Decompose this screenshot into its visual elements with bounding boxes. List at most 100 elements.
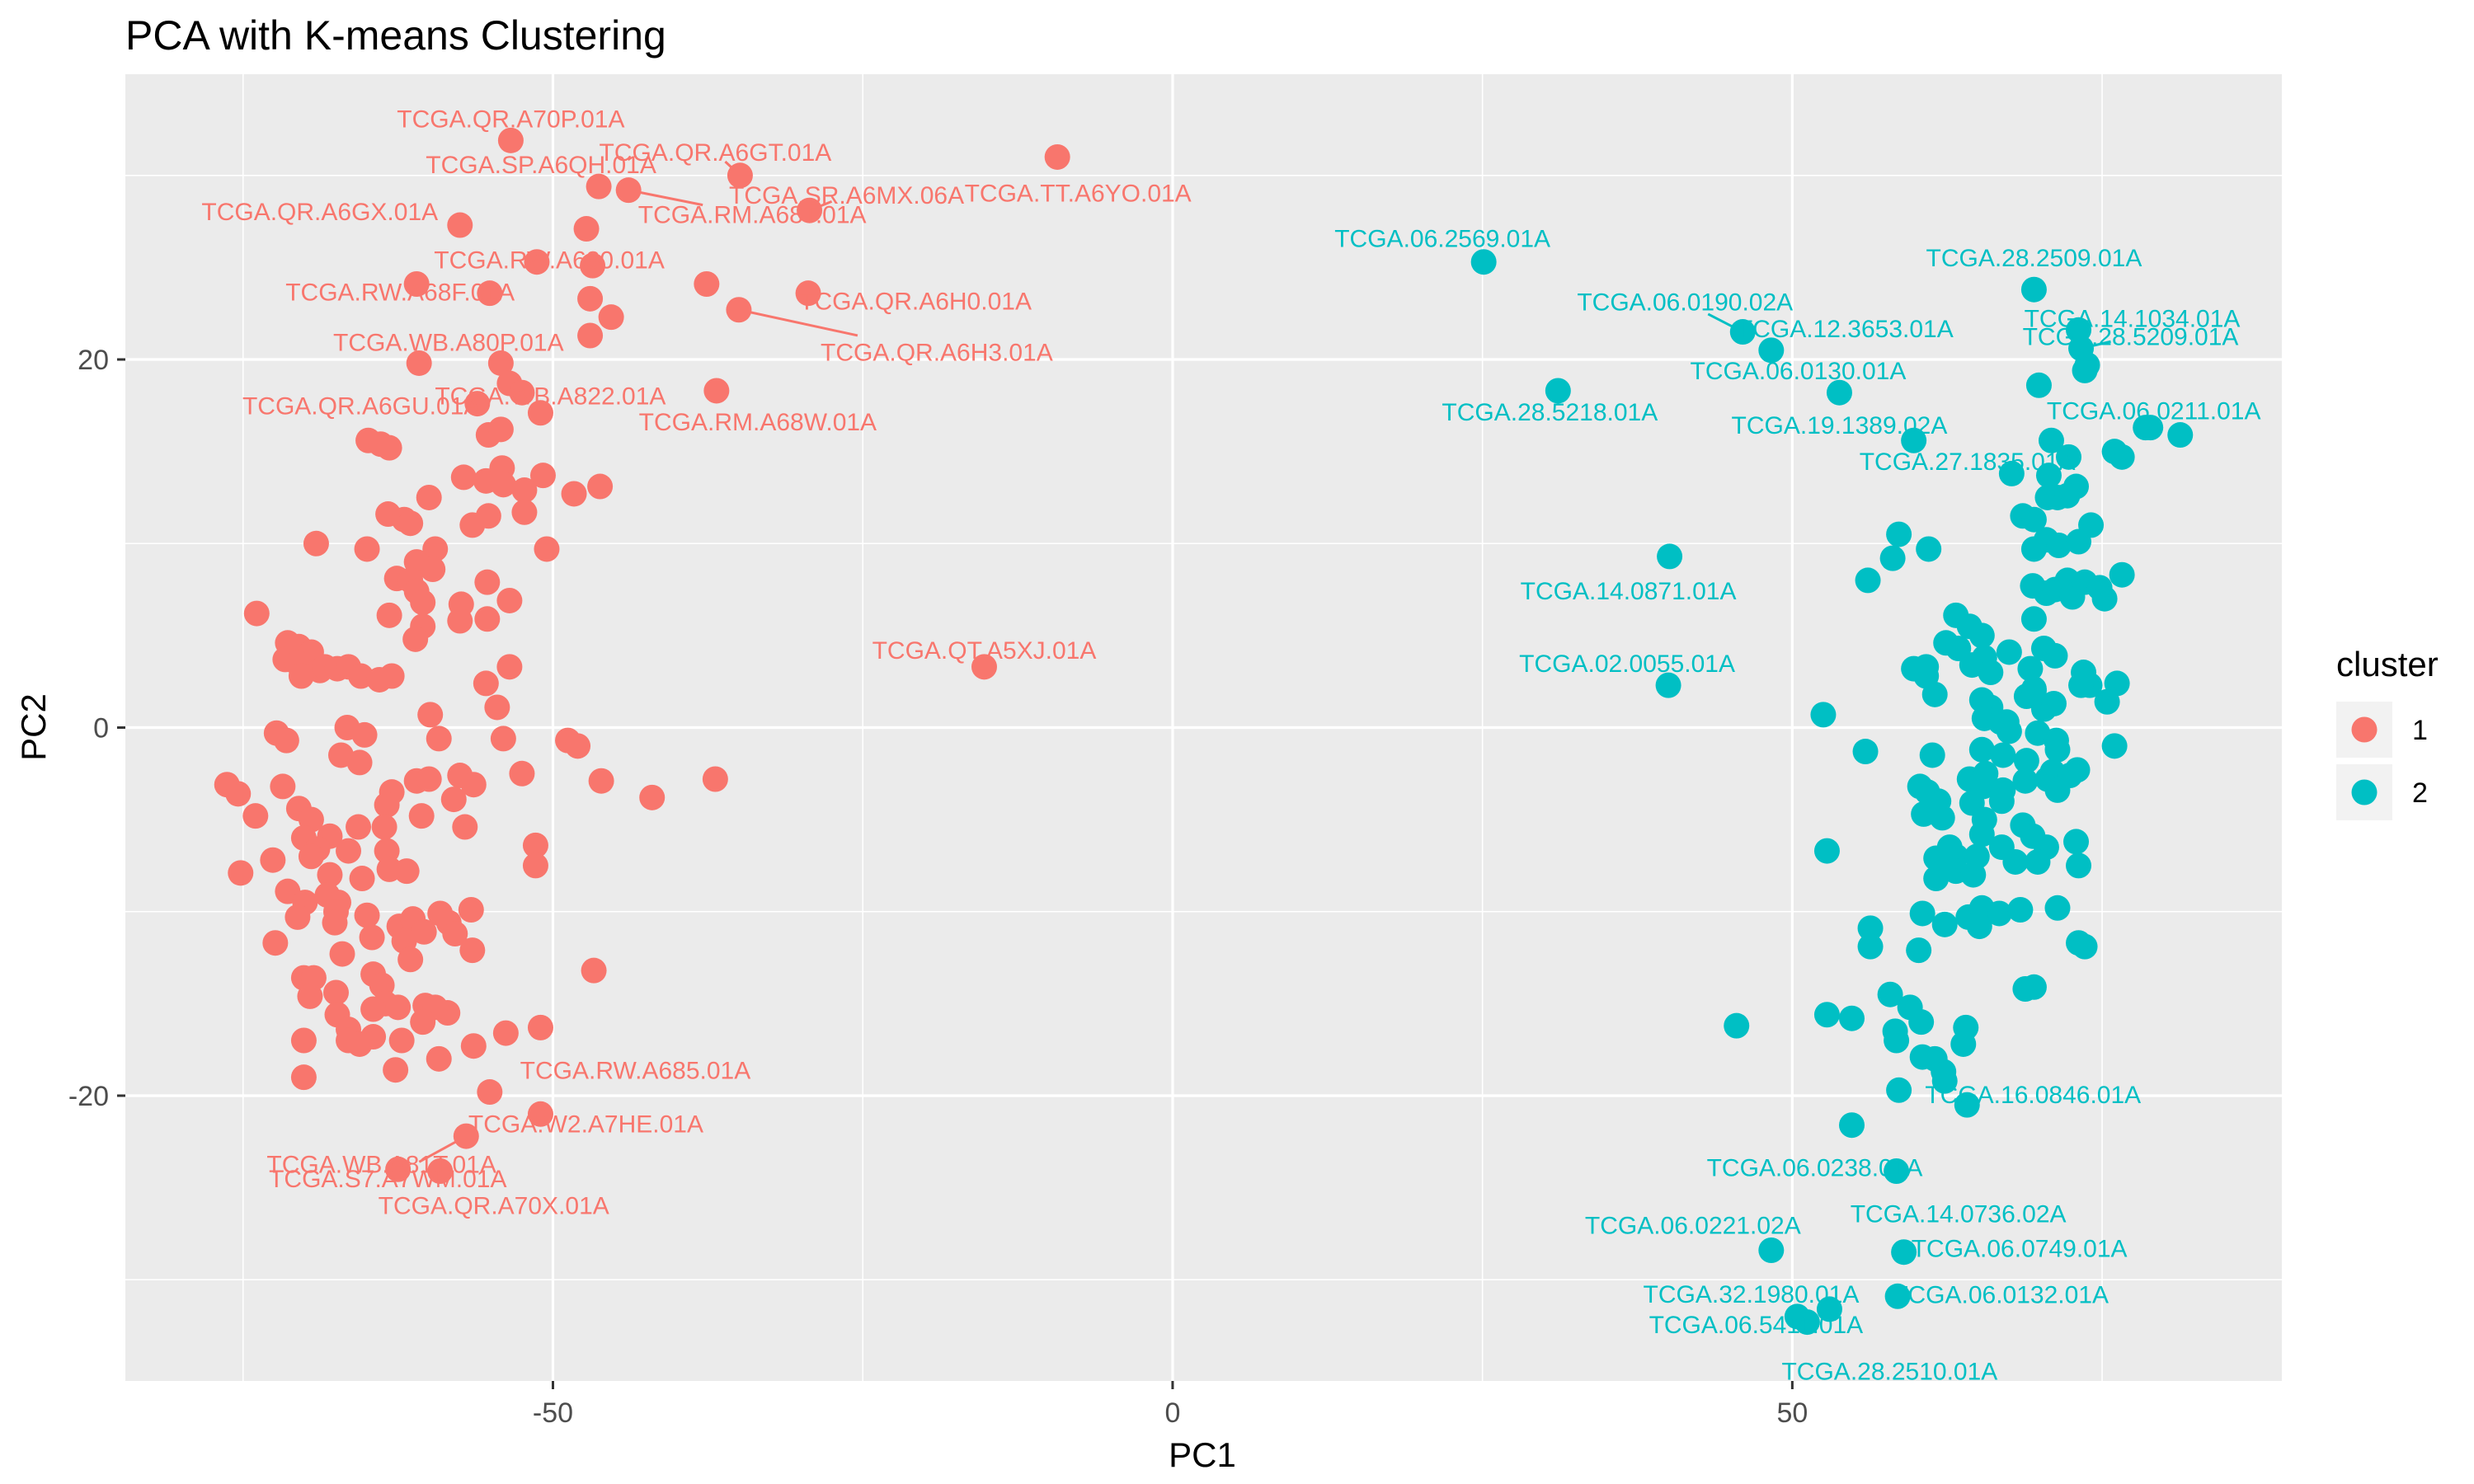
annotation-label: TCGA.QR.A6GX.01A bbox=[201, 199, 438, 226]
data-point-cluster-1 bbox=[442, 921, 468, 947]
data-point-cluster-2 bbox=[1996, 639, 2022, 665]
annotation-label: TCGA.WB.A81T.01A bbox=[266, 1151, 496, 1178]
data-point-cluster-2 bbox=[2025, 848, 2051, 875]
data-point-cluster-2 bbox=[2138, 415, 2164, 441]
data-point-cluster-2 bbox=[2066, 528, 2092, 555]
annotation-label: TCGA.W2.A7HE.01A bbox=[468, 1111, 703, 1138]
annotation-label: TCGA.QR.A6GU.01A bbox=[242, 392, 480, 420]
annotation-label: TCGA.RW.A680.01A bbox=[434, 247, 665, 275]
annotation-label: TCGA.QR.A70X.01A bbox=[379, 1193, 609, 1220]
data-point-cluster-1 bbox=[385, 1156, 412, 1182]
data-point-cluster-1 bbox=[475, 503, 501, 529]
data-point-cluster-2 bbox=[1968, 622, 1995, 649]
data-point-cluster-1 bbox=[490, 472, 516, 498]
data-point-cluster-1 bbox=[492, 1020, 519, 1046]
x-tick-label: -50 bbox=[533, 1397, 573, 1429]
data-point-cluster-1 bbox=[366, 666, 393, 693]
data-point-cluster-2 bbox=[2066, 852, 2092, 879]
data-point-cluster-2 bbox=[2056, 444, 2082, 470]
data-point-cluster-2 bbox=[1919, 742, 1945, 768]
annotation-connector bbox=[738, 308, 858, 337]
data-point-cluster-1 bbox=[490, 726, 516, 752]
data-point-cluster-1 bbox=[322, 979, 349, 1006]
data-point-cluster-1 bbox=[242, 803, 269, 829]
data-point-cluster-1 bbox=[496, 654, 523, 680]
data-point-cluster-1 bbox=[383, 1057, 409, 1083]
data-point-cluster-2 bbox=[2054, 482, 2081, 509]
data-point-cluster-1 bbox=[565, 733, 591, 759]
data-point-cluster-1 bbox=[581, 957, 607, 984]
data-point-cluster-1 bbox=[349, 866, 375, 892]
data-point-cluster-1 bbox=[511, 499, 538, 525]
data-point-cluster-2 bbox=[2091, 585, 2118, 612]
data-point-cluster-1 bbox=[426, 1045, 452, 1072]
annotation-label: TCGA.27.1835.01A bbox=[1860, 448, 2076, 476]
data-point-cluster-1 bbox=[534, 536, 560, 562]
data-point-cluster-2 bbox=[2002, 848, 2029, 875]
data-point-cluster-2 bbox=[2020, 606, 2047, 632]
data-point-cluster-1 bbox=[580, 252, 606, 279]
annotation-label: TCGA.14.0871.01A bbox=[1521, 578, 1737, 605]
data-point-cluster-2 bbox=[2167, 422, 2194, 448]
data-point-cluster-1 bbox=[371, 814, 397, 840]
annotation-label: TCGA.28.2510.01A bbox=[1781, 1359, 1997, 1386]
data-point-cluster-2 bbox=[1908, 1009, 1935, 1036]
annotation-label: TCGA.28.5209.01A bbox=[2023, 324, 2239, 351]
data-point-cluster-2 bbox=[1655, 672, 1681, 698]
data-point-cluster-1 bbox=[225, 781, 252, 807]
data-point-cluster-1 bbox=[416, 766, 442, 792]
data-point-cluster-2 bbox=[1968, 736, 1995, 763]
annotation-label: TCGA.QR.A6H0.01A bbox=[799, 289, 1032, 316]
data-point-cluster-1 bbox=[452, 814, 478, 840]
x-axis-label: PC1 bbox=[1169, 1435, 1236, 1474]
data-point-cluster-2 bbox=[1884, 1283, 1911, 1309]
data-point-cluster-1 bbox=[288, 663, 314, 689]
data-point-cluster-2 bbox=[2017, 655, 2044, 682]
y-tick-label: 0 bbox=[93, 713, 109, 744]
data-point-cluster-2 bbox=[1857, 933, 1884, 960]
data-point-cluster-2 bbox=[1855, 567, 1881, 594]
data-point-cluster-2 bbox=[2072, 933, 2098, 960]
annotation-label: TCGA.12.3653.01A bbox=[1738, 316, 1954, 343]
data-point-cluster-1 bbox=[477, 1079, 503, 1106]
data-point-cluster-2 bbox=[1960, 862, 1987, 888]
data-point-cluster-1 bbox=[586, 173, 612, 200]
data-point-cluster-2 bbox=[2044, 736, 2071, 763]
data-point-cluster-2 bbox=[1886, 1077, 1912, 1103]
data-point-cluster-1 bbox=[388, 1027, 415, 1054]
data-point-cluster-1 bbox=[243, 600, 270, 627]
data-point-cluster-1 bbox=[447, 212, 473, 238]
data-point-cluster-2 bbox=[1839, 1005, 1865, 1031]
data-point-cluster-2 bbox=[1470, 249, 1497, 275]
annotation-label: TCGA.QT.A5XJ.01A bbox=[872, 637, 1097, 665]
annotation-label: TCGA.32.1980.01A bbox=[1644, 1281, 1860, 1308]
data-point-cluster-2 bbox=[2072, 357, 2098, 383]
data-point-cluster-1 bbox=[588, 768, 614, 794]
data-point-cluster-1 bbox=[1044, 143, 1070, 170]
data-point-cluster-1 bbox=[573, 216, 600, 242]
annotation-label: TCGA.RW.A68F.01A bbox=[285, 279, 515, 306]
data-point-cluster-1 bbox=[285, 904, 311, 930]
data-point-cluster-2 bbox=[1968, 821, 1995, 848]
data-point-cluster-2 bbox=[1978, 660, 2004, 686]
data-point-cluster-1 bbox=[351, 721, 378, 748]
data-point-cluster-1 bbox=[527, 1101, 553, 1127]
data-point-cluster-2 bbox=[2020, 974, 2047, 1000]
data-point-cluster-1 bbox=[509, 379, 535, 406]
data-point-cluster-2 bbox=[1794, 1309, 1820, 1336]
data-point-cluster-2 bbox=[1810, 702, 1837, 728]
data-point-cluster-2 bbox=[2020, 506, 2047, 533]
data-point-cluster-1 bbox=[577, 285, 604, 312]
annotation-label: TCGA.02.0055.01A bbox=[1519, 650, 1735, 678]
data-point-cluster-1 bbox=[411, 918, 437, 945]
data-point-cluster-2 bbox=[1813, 1002, 1840, 1028]
annotation-label: TCGA.14.1034.01A bbox=[2025, 305, 2241, 332]
data-point-cluster-2 bbox=[1852, 739, 1879, 765]
x-tick-label: 0 bbox=[1164, 1397, 1180, 1429]
data-point-cluster-1 bbox=[459, 937, 486, 964]
data-point-cluster-2 bbox=[1901, 427, 1927, 453]
data-point-cluster-1 bbox=[336, 838, 362, 864]
annotation-label: TCGA.SP.A6QH.01A bbox=[426, 152, 656, 179]
legend-key-cluster-1 bbox=[2351, 716, 2378, 743]
